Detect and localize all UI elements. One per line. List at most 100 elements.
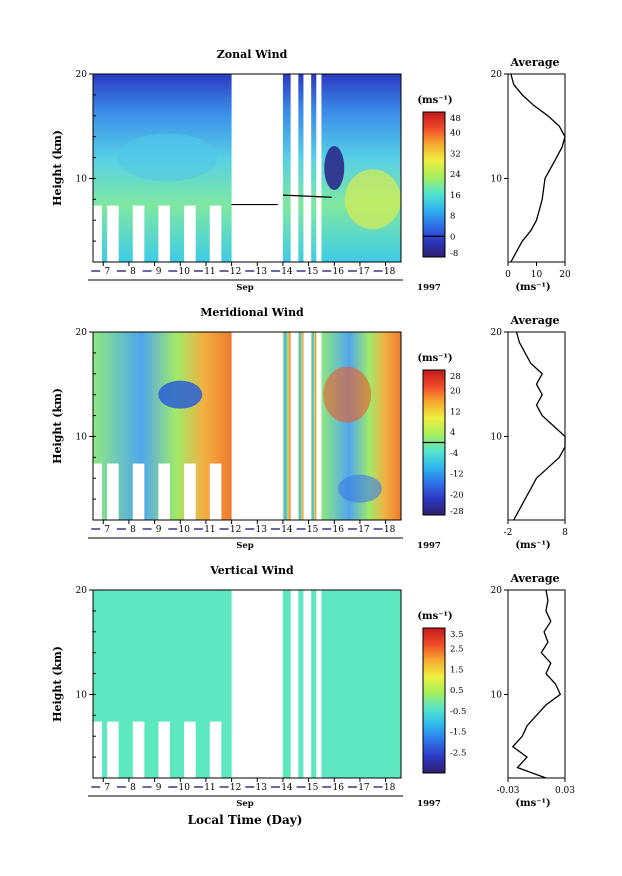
y-tick-label: 20 bbox=[76, 328, 88, 338]
profile-unit: (ms⁻¹) bbox=[515, 540, 550, 551]
x-tick-label: 15 bbox=[307, 783, 319, 793]
profile-frame bbox=[507, 331, 566, 521]
data-gap bbox=[93, 721, 102, 778]
data-gap bbox=[158, 205, 170, 262]
panel-title: Meridional Wind bbox=[200, 306, 304, 319]
data-gap bbox=[158, 721, 170, 778]
colorbar-unit: (ms⁻¹) bbox=[417, 611, 452, 622]
x-tick-label: 17 bbox=[358, 783, 370, 793]
x-tick-label: 8 bbox=[130, 525, 136, 535]
profile-x-tick-label: 10 bbox=[531, 270, 543, 280]
heatmap-segment bbox=[311, 590, 317, 778]
data-gap bbox=[132, 205, 145, 262]
year-label: 1997 bbox=[417, 799, 441, 809]
colorbar-tick-label: 24 bbox=[450, 170, 461, 180]
colorbar-unit: (ms⁻¹) bbox=[417, 95, 452, 106]
x-tick-label: 12 bbox=[230, 783, 241, 793]
colorbar-tick-label: 32 bbox=[450, 149, 461, 159]
month-label: Sep bbox=[236, 283, 254, 293]
colorbar-tick-label: 8 bbox=[450, 212, 455, 222]
heatmap-segment bbox=[282, 332, 291, 520]
x-tick-label: 18 bbox=[384, 783, 396, 793]
x-tick-label: 13 bbox=[256, 783, 268, 793]
colorbar-tick-label: 12 bbox=[450, 407, 461, 417]
colorbar-tick-label: 20 bbox=[450, 387, 461, 397]
colorbar-tick-label: 3.5 bbox=[450, 630, 464, 640]
data-gap bbox=[93, 205, 102, 262]
month-label: Sep bbox=[236, 541, 254, 551]
x-tick-label: 12 bbox=[230, 267, 241, 277]
x-tick-label: 10 bbox=[179, 783, 191, 793]
data-gap bbox=[107, 463, 119, 520]
profile-unit: (ms⁻¹) bbox=[515, 282, 550, 293]
heatmap-segment bbox=[311, 332, 317, 520]
y-tick-label: 10 bbox=[76, 432, 88, 442]
x-tick-label: 16 bbox=[333, 267, 345, 277]
profile-frame bbox=[507, 73, 566, 263]
x-tick-label: 7 bbox=[104, 525, 110, 535]
profile-y-tick-label: 20 bbox=[491, 328, 503, 338]
profile-y-tick-label: 20 bbox=[491, 70, 503, 80]
data-gap bbox=[209, 205, 222, 262]
plot-frame bbox=[92, 73, 402, 263]
profile-y-tick-label: 10 bbox=[491, 174, 503, 184]
profile-x-tick-label: -2 bbox=[504, 528, 513, 538]
heatmap-segment bbox=[282, 590, 291, 778]
year-label: 1997 bbox=[417, 283, 441, 293]
colorbar-tick-label: 4 bbox=[450, 428, 455, 438]
colorbar-tick-label: -1.5 bbox=[450, 728, 466, 738]
y-tick-label: 20 bbox=[76, 70, 88, 80]
y-axis-label: Height (km) bbox=[51, 646, 64, 722]
profile-frame bbox=[507, 589, 566, 779]
wind-region bbox=[323, 366, 372, 423]
contour-line bbox=[282, 194, 332, 198]
colorbar-tick-label: 1.5 bbox=[450, 665, 464, 675]
y-tick-label: 10 bbox=[76, 690, 88, 700]
profile-x-tick-label: -0.03 bbox=[496, 786, 519, 796]
profile-y-tick-label: 10 bbox=[491, 432, 503, 442]
x-tick-label: 15 bbox=[307, 525, 319, 535]
profile-x-tick-label: 20 bbox=[559, 270, 571, 280]
x-tick-label: 13 bbox=[256, 267, 268, 277]
x-tick-label: 14 bbox=[281, 783, 293, 793]
profile-title: Average bbox=[509, 56, 559, 69]
panel-title: Vertical Wind bbox=[209, 564, 294, 577]
heatmap-segment bbox=[321, 590, 401, 778]
panel-title: Zonal Wind bbox=[217, 48, 288, 61]
data-gap bbox=[132, 721, 145, 778]
profile-x-tick-label: 0.03 bbox=[555, 786, 575, 796]
x-tick-label: 11 bbox=[204, 267, 215, 277]
data-gap bbox=[107, 205, 119, 262]
colorbar-tick-label: 40 bbox=[450, 129, 461, 139]
colorbar-tick-label: -12 bbox=[450, 470, 464, 480]
wind-region bbox=[344, 169, 401, 230]
profile-y-tick-label: 10 bbox=[491, 690, 503, 700]
wind-region bbox=[158, 380, 203, 409]
x-tick-label: 10 bbox=[179, 525, 191, 535]
y-axis-label: Height (km) bbox=[51, 388, 64, 464]
profile-x-tick-label: 0 bbox=[505, 270, 511, 280]
x-tick-label: 17 bbox=[358, 525, 370, 535]
colorbar bbox=[422, 111, 446, 258]
plot-frame bbox=[92, 589, 402, 779]
month-label: Sep bbox=[236, 799, 254, 809]
data-gap bbox=[184, 205, 196, 262]
x-tick-label: 9 bbox=[156, 267, 162, 277]
data-gap bbox=[158, 463, 170, 520]
colorbar-tick-label: -2.5 bbox=[450, 748, 466, 758]
x-tick-label: 9 bbox=[156, 525, 162, 535]
profile-unit: (ms⁻¹) bbox=[515, 798, 550, 809]
x-tick-label: 11 bbox=[204, 525, 215, 535]
x-tick-label: 18 bbox=[384, 267, 396, 277]
colorbar bbox=[422, 627, 446, 774]
x-tick-label: 13 bbox=[256, 525, 268, 535]
x-tick-label: 14 bbox=[281, 525, 293, 535]
x-tick-label: 7 bbox=[104, 267, 110, 277]
x-tick-label: 7 bbox=[104, 783, 110, 793]
data-gap bbox=[209, 463, 222, 520]
colorbar-tick-label: -4 bbox=[450, 449, 458, 459]
colorbar-tick-label: -8 bbox=[450, 249, 458, 259]
data-gap bbox=[93, 463, 102, 520]
x-tick-label: 10 bbox=[179, 267, 191, 277]
